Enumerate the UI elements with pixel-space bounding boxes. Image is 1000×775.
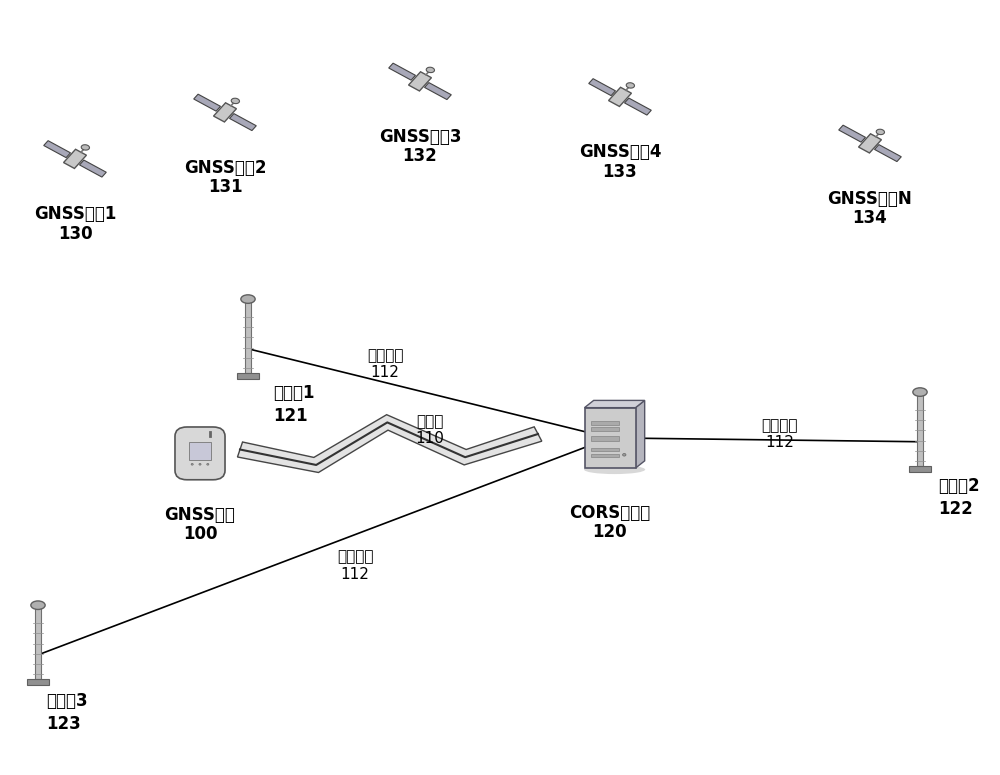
- Polygon shape: [625, 98, 651, 115]
- Polygon shape: [859, 134, 881, 153]
- Polygon shape: [839, 126, 865, 142]
- FancyBboxPatch shape: [591, 447, 619, 451]
- Text: 120: 120: [593, 523, 627, 541]
- Text: 通信信道
112: 通信信道 112: [367, 348, 403, 381]
- Ellipse shape: [241, 294, 255, 303]
- Polygon shape: [425, 83, 451, 99]
- Text: 132: 132: [403, 147, 437, 165]
- Text: 122: 122: [938, 500, 973, 518]
- Text: GNSS卫星1: GNSS卫星1: [34, 205, 116, 223]
- Circle shape: [191, 463, 193, 465]
- Text: GNSS终端: GNSS终端: [165, 506, 235, 524]
- Text: 参考站1: 参考站1: [273, 384, 314, 401]
- Text: 通信信道
112: 通信信道 112: [337, 549, 373, 582]
- Text: 通信信道
112: 通信信道 112: [762, 418, 798, 450]
- Circle shape: [199, 463, 201, 465]
- Polygon shape: [214, 103, 236, 122]
- Polygon shape: [589, 79, 615, 95]
- Ellipse shape: [913, 388, 927, 396]
- FancyBboxPatch shape: [245, 301, 251, 374]
- FancyBboxPatch shape: [591, 436, 619, 441]
- Text: 134: 134: [853, 209, 887, 227]
- FancyBboxPatch shape: [584, 408, 636, 468]
- FancyBboxPatch shape: [909, 467, 931, 472]
- Polygon shape: [409, 72, 431, 91]
- Ellipse shape: [626, 83, 634, 88]
- FancyBboxPatch shape: [189, 442, 211, 460]
- FancyBboxPatch shape: [591, 427, 619, 431]
- Ellipse shape: [876, 129, 884, 135]
- Polygon shape: [230, 114, 256, 130]
- Text: 130: 130: [58, 225, 92, 243]
- FancyBboxPatch shape: [591, 453, 619, 457]
- Text: 参考站3: 参考站3: [46, 692, 88, 710]
- Polygon shape: [609, 88, 631, 106]
- Ellipse shape: [231, 98, 239, 104]
- Polygon shape: [44, 141, 70, 157]
- FancyBboxPatch shape: [917, 394, 923, 467]
- Circle shape: [207, 463, 209, 465]
- Ellipse shape: [426, 67, 434, 73]
- Text: 123: 123: [46, 715, 81, 733]
- Text: CORS服务器: CORS服务器: [569, 504, 651, 522]
- Text: 133: 133: [603, 163, 637, 181]
- FancyBboxPatch shape: [591, 421, 619, 425]
- Text: 131: 131: [208, 178, 242, 196]
- Text: GNSS卫星N: GNSS卫星N: [828, 190, 912, 208]
- FancyBboxPatch shape: [27, 680, 49, 685]
- Polygon shape: [389, 64, 415, 80]
- Polygon shape: [80, 160, 106, 177]
- Polygon shape: [64, 150, 86, 168]
- Text: 121: 121: [273, 407, 308, 425]
- Text: GNSS卫星4: GNSS卫星4: [579, 143, 661, 161]
- Text: GNSS卫星3: GNSS卫星3: [379, 128, 461, 146]
- Text: 100: 100: [183, 525, 217, 543]
- Ellipse shape: [31, 601, 45, 609]
- Polygon shape: [636, 401, 645, 468]
- Text: GNSS卫星2: GNSS卫星2: [184, 159, 266, 177]
- Polygon shape: [875, 145, 901, 161]
- FancyBboxPatch shape: [237, 374, 259, 379]
- Text: 参考站2: 参考站2: [938, 477, 980, 494]
- FancyBboxPatch shape: [35, 608, 41, 680]
- Polygon shape: [194, 95, 220, 111]
- Text: 互联网
110: 互联网 110: [416, 414, 444, 446]
- Circle shape: [623, 453, 626, 456]
- Ellipse shape: [584, 465, 645, 474]
- Ellipse shape: [81, 145, 89, 150]
- Polygon shape: [237, 415, 542, 473]
- FancyBboxPatch shape: [175, 427, 225, 480]
- Polygon shape: [584, 401, 645, 408]
